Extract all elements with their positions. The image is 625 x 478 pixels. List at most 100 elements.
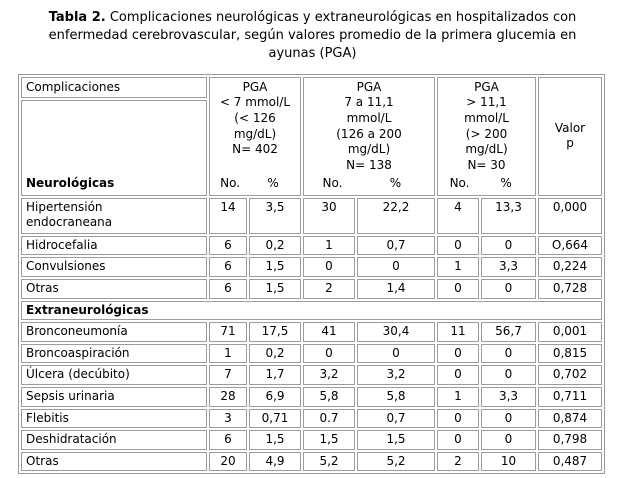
no-cell: 1 bbox=[209, 343, 247, 364]
pct-cell: 4,9 bbox=[249, 451, 301, 472]
percent-column-label: % bbox=[267, 176, 279, 191]
pct-cell: 10 bbox=[481, 451, 536, 472]
row-label: Broncoaspiración bbox=[21, 343, 207, 364]
pct-cell: 0,7 bbox=[357, 235, 435, 256]
pga-under-7-title: PGA < 7 mmol/L (< 126 mg/dL) N= 402 bbox=[219, 79, 291, 157]
pct-cell: 3,3 bbox=[481, 257, 536, 277]
p-cell: 0,001 bbox=[538, 322, 602, 342]
no-cell: 0.7 bbox=[303, 408, 355, 429]
pga-over-11-title: PGA > 11,1 mmol/L (> 200 mg/dL) N= 30 bbox=[464, 79, 509, 172]
no-cell: 6 bbox=[209, 279, 247, 299]
no-cell: 0 bbox=[437, 408, 479, 429]
header-row-top: Complicaciones PGA < 7 mmol/L (< 126 mg/… bbox=[21, 76, 602, 196]
no-cell: 3,2 bbox=[303, 365, 355, 385]
pct-cell: 0 bbox=[357, 343, 435, 364]
table-caption: Tabla 2. Complicaciones neurológicas y e… bbox=[40, 9, 585, 63]
pct-cell: 56,7 bbox=[481, 322, 536, 342]
table-row: Otras 6 1,5 2 1,4 0 0 0,728 bbox=[21, 279, 602, 299]
pct-cell: 1,4 bbox=[357, 279, 435, 299]
pct-cell: 22,2 bbox=[357, 197, 435, 234]
extraneurologicas-section-label: Extraneurológicas bbox=[21, 300, 602, 321]
no-cell: 0 bbox=[437, 279, 479, 299]
no-cell: 0 bbox=[437, 365, 479, 385]
pga-under-7-header: PGA < 7 mmol/L (< 126 mg/dL) N= 402 No. … bbox=[209, 76, 301, 196]
table-row: Bronconeumonía 71 17,5 41 30,4 11 56,7 0… bbox=[21, 322, 602, 342]
p-cell: 0,000 bbox=[538, 197, 602, 234]
no-cell: 0 bbox=[437, 343, 479, 364]
pct-cell: 1,7 bbox=[249, 365, 301, 385]
pct-cell: 0,71 bbox=[249, 408, 301, 429]
pct-cell: 3,3 bbox=[481, 386, 536, 407]
pct-cell: 6,9 bbox=[249, 386, 301, 407]
pct-cell: 3,2 bbox=[357, 365, 435, 385]
no-cell: 30 bbox=[303, 197, 355, 234]
table-row: Hidrocefalia 6 0,2 1 0,7 0 0 O,664 bbox=[21, 235, 602, 256]
row-label: Úlcera (decúbito) bbox=[21, 365, 207, 385]
no-column-label: No. bbox=[449, 176, 470, 191]
pga-over-11-header: PGA > 11,1 mmol/L (> 200 mg/dL) N= 30 No… bbox=[437, 76, 536, 196]
table-row: Hipertensión endocraneana 14 3,5 30 22,2… bbox=[21, 197, 602, 234]
row-label: Bronconeumonía bbox=[21, 322, 207, 342]
complications-column-header: Complicaciones bbox=[21, 76, 207, 98]
caption-text: Complicaciones neurológicas y extraneuro… bbox=[48, 10, 577, 61]
pct-cell: 3,5 bbox=[249, 197, 301, 234]
pct-cell: 0 bbox=[481, 430, 536, 450]
pct-cell: 1,5 bbox=[249, 279, 301, 299]
no-cell: 1 bbox=[437, 386, 479, 407]
pct-cell: 0 bbox=[481, 343, 536, 364]
row-label: Flebitis bbox=[21, 408, 207, 429]
no-cell: 11 bbox=[437, 322, 479, 342]
no-cell: 0 bbox=[303, 257, 355, 277]
p-cell: 0,487 bbox=[538, 451, 602, 472]
no-cell: 20 bbox=[209, 451, 247, 472]
row-label: Otras bbox=[21, 451, 207, 472]
table-row: Otras 20 4,9 5,2 5,2 2 10 0,487 bbox=[21, 451, 602, 472]
row-label: Hidrocefalia bbox=[21, 235, 207, 256]
pct-cell: 0 bbox=[481, 408, 536, 429]
no-cell: 2 bbox=[303, 279, 355, 299]
percent-column-label: % bbox=[389, 176, 402, 191]
row-label: Otras bbox=[21, 279, 207, 299]
p-cell: 0,728 bbox=[538, 279, 602, 299]
pct-cell: 5,2 bbox=[357, 451, 435, 472]
no-cell: 1 bbox=[303, 235, 355, 256]
pct-cell: 1,5 bbox=[249, 257, 301, 277]
no-cell: 6 bbox=[209, 257, 247, 277]
p-cell: O,664 bbox=[538, 235, 602, 256]
no-cell: 3 bbox=[209, 408, 247, 429]
table-row: Convulsiones 6 1,5 0 0 1 3,3 0,224 bbox=[21, 257, 602, 277]
pct-cell: 1,5 bbox=[357, 430, 435, 450]
no-cell: 0 bbox=[437, 235, 479, 256]
section-row: Extraneurológicas bbox=[21, 300, 602, 321]
no-column-label: No. bbox=[220, 176, 241, 191]
no-cell: 5,8 bbox=[303, 386, 355, 407]
pct-cell: 0 bbox=[481, 279, 536, 299]
no-cell: 0 bbox=[303, 343, 355, 364]
no-column-label: No. bbox=[322, 176, 343, 191]
caption-label: Tabla 2. bbox=[48, 10, 106, 25]
no-cell: 1,5 bbox=[303, 430, 355, 450]
complications-table: Complicaciones PGA < 7 mmol/L (< 126 mg/… bbox=[18, 73, 605, 475]
pga-7-to-11-title: PGA 7 a 11,1 mmol/L (126 a 200 mg/dL) N=… bbox=[336, 79, 402, 172]
pct-cell: 0 bbox=[481, 365, 536, 385]
no-cell: 41 bbox=[303, 322, 355, 342]
pct-cell: 0,2 bbox=[249, 235, 301, 256]
table-row: Broncoaspiración 1 0,2 0 0 0 0 0,815 bbox=[21, 343, 602, 364]
header-row-section: Neurológicas bbox=[21, 99, 602, 196]
row-label: Hipertensión endocraneana bbox=[21, 197, 207, 234]
p-cell: 0,224 bbox=[538, 257, 602, 277]
table-row: Sepsis urinaria 28 6,9 5,8 5,8 1 3,3 0,7… bbox=[21, 386, 602, 407]
pct-cell: 0 bbox=[481, 235, 536, 256]
pct-cell: 0 bbox=[357, 257, 435, 277]
no-cell: 6 bbox=[209, 235, 247, 256]
row-label: Convulsiones bbox=[21, 257, 207, 277]
p-cell: 0,874 bbox=[538, 408, 602, 429]
pct-cell: 13,3 bbox=[481, 197, 536, 234]
p-cell: 0,815 bbox=[538, 343, 602, 364]
no-cell: 0 bbox=[437, 430, 479, 450]
no-cell: 4 bbox=[437, 197, 479, 234]
no-cell: 14 bbox=[209, 197, 247, 234]
p-value-column-header: Valor p bbox=[538, 76, 602, 196]
p-cell: 0,798 bbox=[538, 430, 602, 450]
no-cell: 5,2 bbox=[303, 451, 355, 472]
